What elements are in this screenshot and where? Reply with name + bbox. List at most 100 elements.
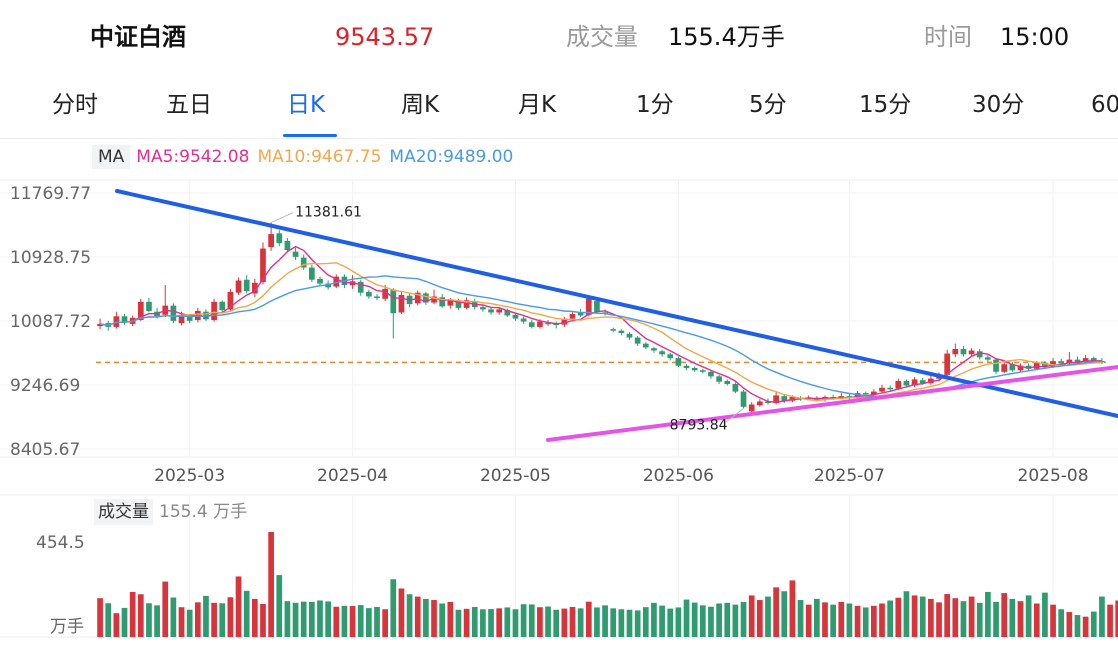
volume-bar [1042,592,1048,637]
volume-bar [968,596,975,637]
candle-body [1001,364,1008,372]
candle-body [439,297,446,307]
volume-bar [268,532,274,637]
candle-body [463,300,470,308]
candle-body [756,401,763,406]
date-tick-label: 2025-04 [317,466,388,486]
candle-body [382,288,389,299]
period-tabs: 分时 五日 日K 周K 月K 1分 5分 15分 30分 60 [0,80,1118,139]
descending-trendline [115,189,1118,418]
candle-body [227,291,234,310]
kline-chart[interactable]: 11769.77 10928.75 10087.72 9246.69 8405.67 20… [0,170,1118,646]
tab-monthly-k[interactable]: 月K [518,92,557,118]
candle-body [683,365,690,369]
candle-body [284,240,291,251]
candle-body [740,391,747,407]
volume-bar [1009,598,1016,637]
tab-1min[interactable]: 1分 [636,92,674,118]
volume-unit-label: 万手 [50,617,84,637]
candle-body [496,309,503,313]
candle-body [667,354,674,359]
volume-bar [1058,609,1065,637]
volume-bar [1066,612,1073,637]
volume-max-label: 454.5 [36,533,85,553]
price-tick-label: 10087.72 [10,312,91,332]
date-tick-label: 2025-06 [643,466,714,486]
candle-body [577,312,584,316]
volume-bar [1025,595,1032,637]
volume-bar [423,598,429,637]
candle-body [699,370,706,372]
volume-bar [504,607,511,637]
volume-bar [813,598,820,637]
ma-tag[interactable]: MA [92,145,131,169]
volume-bar [862,607,869,637]
volume-bar [545,606,551,637]
volume-bar [137,594,144,637]
quote-header: 中证白酒 9543.57 成交量 155.4万手 时间 15:00 [0,0,1118,72]
date-tick-label: 2025-03 [154,466,225,486]
volume-bar [105,603,112,637]
candle-body [512,314,519,319]
tab-daily-k[interactable]: 日K [287,92,326,118]
volume-bar [960,601,967,637]
volume-bar [846,603,853,637]
volume-bar [716,603,722,637]
candle-body [691,368,698,371]
candle-body [952,348,959,355]
price-tick-label: 8405.67 [10,440,80,460]
ma20-value: MA20:9489.00 [389,147,514,167]
candle-body [219,301,226,311]
candle-body [1058,361,1065,364]
candle-body [651,348,657,351]
volume-bar [1001,593,1008,637]
tab-15min[interactable]: 15分 [859,92,912,118]
volume-tag[interactable]: 成交量 [94,499,153,525]
volume-bar [976,602,983,637]
candle-body [276,233,283,244]
tab-intraday[interactable]: 分时 [52,92,98,118]
volume-bar [708,606,714,637]
candle-body [871,391,877,395]
volume-bar [357,605,364,637]
volume-bar [871,605,877,637]
volume-bar [838,601,845,637]
volume-bar [1017,601,1024,637]
volume-bar [488,609,494,637]
volume-bar [325,601,331,637]
candle-body [528,322,535,327]
volume-bar [382,609,389,637]
candle-body [1090,358,1097,362]
candle-body [708,371,714,377]
candle-body [594,301,600,312]
candle-body [675,358,682,366]
candle-body [260,248,266,283]
candle-body [903,380,910,386]
candle-body [113,316,120,327]
tab-weekly-k[interactable]: 周K [401,92,440,118]
tab-five-day[interactable]: 五日 [166,92,212,118]
candle-body [333,276,340,287]
tab-30min[interactable]: 30分 [972,92,1025,118]
volume-bar [724,602,731,637]
volume-bar [219,603,226,637]
volume-bar [781,591,788,637]
candle-body [1050,361,1056,367]
tab-60min[interactable]: 60 [1091,92,1118,118]
volume-bar [797,600,804,637]
volume-bar [1050,604,1056,637]
candle-body [911,379,918,386]
volume-bar [789,580,796,637]
volume-bar [113,613,120,637]
candle-body [553,323,560,326]
candle-body [1017,365,1024,371]
volume-bar [553,609,560,637]
volume-value: 155.4万手 [668,23,785,51]
volume-bar [667,608,674,637]
volume-bar [341,605,348,637]
tab-5min[interactable]: 5分 [749,92,787,118]
candle-body [724,380,731,384]
candle-body [1082,358,1089,362]
candle-body [211,301,217,321]
candle-body [659,351,665,355]
